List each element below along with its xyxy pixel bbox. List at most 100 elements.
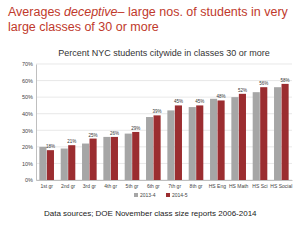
y-tick-label: 20% [22,144,33,150]
y-tick: 30% [22,128,36,134]
data-label: 58% [281,78,290,83]
bar [103,137,110,180]
x-tick-label: 5th gr [126,183,139,189]
bar [282,84,289,180]
x-tick-label: 1st gr [40,183,53,189]
data-label: 25% [89,133,98,138]
y-tick: 10% [22,161,36,167]
legend-swatch [134,193,138,197]
bar [218,100,225,180]
x-tick: HS Eng [209,180,226,189]
legend: 2013-4 2014-5 [134,192,188,198]
grid-line [36,80,292,81]
y-tick-label: 40% [22,111,33,117]
bars [39,84,288,180]
y-axis-line [36,65,37,181]
bar [274,87,281,180]
y-tick-label: 0% [25,177,33,183]
x-tick-label: 3rd gr [83,183,96,189]
x-tick-label: 8th gr [190,183,203,189]
bar [210,99,217,180]
heading: Averages deceptive– large nos. of studen… [8,5,289,34]
x-tick-label: 2nd gr [61,183,76,189]
legend-label: 2013-4 [140,192,156,198]
bar [189,107,196,180]
heading-part: deceptive [64,5,118,19]
bar [260,87,267,180]
x-tick-label: HS Eng [209,183,226,189]
chart-title: Percent NYC students citywide in classes… [58,48,270,58]
bar [125,134,132,180]
grid-line [36,64,292,65]
x-tick: 3rd gr [83,180,96,189]
x-tick: 8th gr [190,180,203,189]
bar [167,110,174,180]
y-tick: 20% [22,144,36,150]
bar [196,105,203,180]
heading-part: – large nos. of students in very [118,5,289,19]
legend-swatch [166,193,170,197]
x-tick-label: 7th gr [168,183,181,189]
y-tick: 60% [22,78,36,84]
x-tick: 2nd gr [61,180,76,189]
y-tick-label: 50% [22,94,33,100]
bar [111,137,118,180]
series [39,87,281,180]
x-tick: HS Math [229,180,249,189]
x-tick-label: HS Sci [252,183,267,189]
x-tick: 7th gr [168,180,181,189]
data-label: 52% [238,88,247,93]
annotation: Data sources; DOE November class size re… [44,209,257,218]
grid [36,64,292,180]
bar [146,117,153,180]
x-tick: 6th gr [147,180,160,189]
heading-part: large classes of 30 or more [8,20,159,34]
bar [90,139,97,180]
x-tick-label: HS Math [229,183,249,189]
bar [39,147,46,180]
heading-part: Averages [8,5,64,19]
y-tick-label: 70% [22,61,33,67]
y-tick: 0% [25,177,36,183]
slide: Averages deceptive– large nos. of studen… [0,0,300,225]
data-label: 21% [67,139,76,144]
x-tick-label: HS Social [270,183,292,189]
data-labels: 18% 21% 25% 26% 29% 39% 45% 45% 48% 52% 56% 58% [46,78,290,149]
y-tick: 50% [22,94,36,100]
data-label: 45% [174,99,183,104]
x-tick: 4th gr [104,180,117,189]
y-tick-label: 10% [22,161,33,167]
bar [231,97,238,180]
series [47,84,289,180]
bar [132,132,139,180]
y-tick: 70% [22,61,36,67]
bar [253,92,260,180]
bar [175,105,182,180]
x-tick: HS Social [270,180,292,189]
bar [82,144,89,180]
data-label: 26% [110,131,119,136]
bar [68,145,75,180]
data-label: 18% [46,144,55,149]
data-label: 39% [153,109,162,114]
y-tick-label: 30% [22,128,33,134]
x-axis: 1st gr 2nd gr 3rd gr 4th gr 5th gr 6th gr 7th … [37,180,293,189]
data-label: 45% [195,99,204,104]
x-tick-label: 6th gr [147,183,160,189]
bar [154,115,161,180]
data-label: 48% [217,94,226,99]
x-tick: 1st gr [40,180,53,189]
data-label: 29% [131,126,140,131]
y-axis: 0% 10% 20% 30% 40% 50% 60% 70% [22,61,37,183]
x-tick-label: 4th gr [104,183,117,189]
y-tick: 40% [22,111,36,117]
x-axis-line [37,180,293,181]
bar [239,94,246,180]
x-tick: 5th gr [126,180,139,189]
y-tick-label: 60% [22,78,33,84]
legend-label: 2014-5 [172,192,188,198]
bar [47,150,54,180]
bar [61,149,68,180]
x-tick: HS Sci [252,180,267,189]
data-label: 56% [259,81,268,86]
